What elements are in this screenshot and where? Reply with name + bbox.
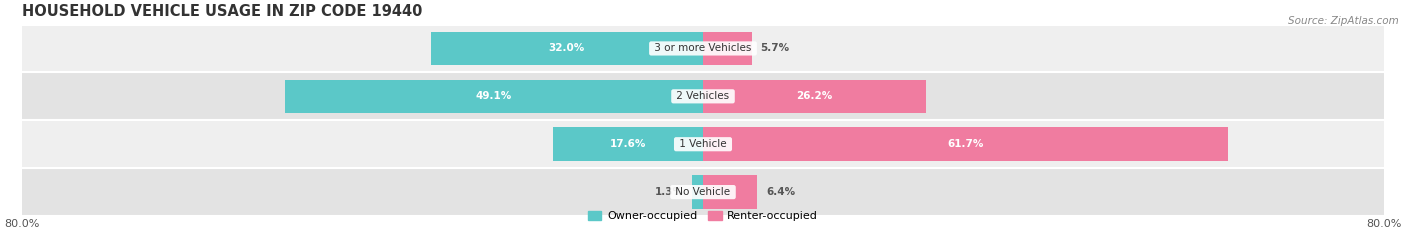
Bar xyxy=(22,168,1384,216)
Text: 3 or more Vehicles: 3 or more Vehicles xyxy=(651,43,755,53)
Text: 61.7%: 61.7% xyxy=(948,139,984,149)
Text: 17.6%: 17.6% xyxy=(610,139,647,149)
Bar xyxy=(430,32,703,65)
Text: 32.0%: 32.0% xyxy=(548,43,585,53)
Text: 2 Vehicles: 2 Vehicles xyxy=(673,91,733,101)
Bar xyxy=(703,32,752,65)
Bar xyxy=(703,80,927,113)
Text: HOUSEHOLD VEHICLE USAGE IN ZIP CODE 19440: HOUSEHOLD VEHICLE USAGE IN ZIP CODE 1944… xyxy=(22,4,422,19)
Text: No Vehicle: No Vehicle xyxy=(672,187,734,197)
Text: 6.4%: 6.4% xyxy=(766,187,796,197)
Text: 1 Vehicle: 1 Vehicle xyxy=(676,139,730,149)
Bar xyxy=(703,127,1229,161)
Bar xyxy=(22,120,1384,168)
Text: 1.3%: 1.3% xyxy=(654,187,683,197)
Text: 26.2%: 26.2% xyxy=(796,91,832,101)
Text: 5.7%: 5.7% xyxy=(761,43,789,53)
Bar xyxy=(22,72,1384,120)
Bar xyxy=(553,127,703,161)
Text: 49.1%: 49.1% xyxy=(475,91,512,101)
Bar xyxy=(692,175,703,209)
Text: Source: ZipAtlas.com: Source: ZipAtlas.com xyxy=(1288,16,1399,26)
Bar xyxy=(285,80,703,113)
Bar xyxy=(22,24,1384,72)
Legend: Owner-occupied, Renter-occupied: Owner-occupied, Renter-occupied xyxy=(583,206,823,226)
Bar xyxy=(703,175,758,209)
